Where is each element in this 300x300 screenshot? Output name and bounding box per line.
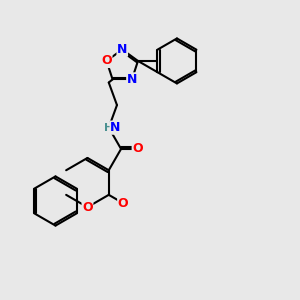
Text: O: O (101, 54, 112, 68)
Text: O: O (132, 142, 143, 155)
Text: N: N (117, 43, 128, 56)
Text: N: N (110, 121, 121, 134)
Text: O: O (118, 196, 128, 210)
Text: H: H (104, 123, 113, 133)
Text: N: N (127, 73, 137, 86)
Text: O: O (82, 201, 93, 214)
